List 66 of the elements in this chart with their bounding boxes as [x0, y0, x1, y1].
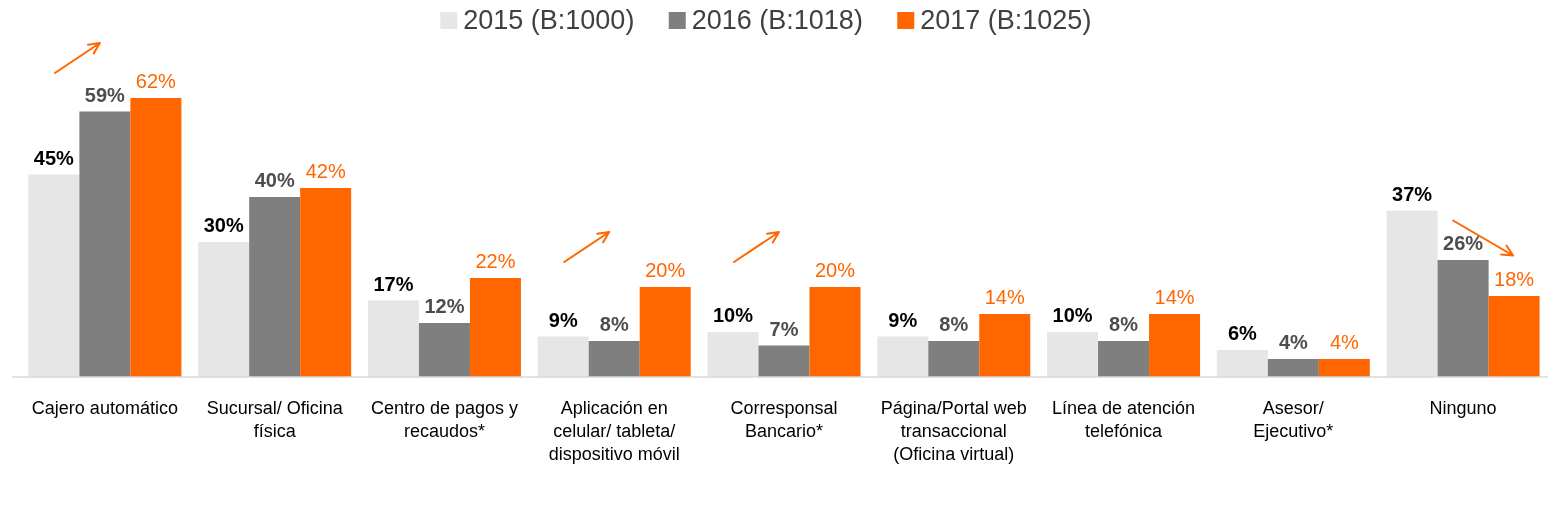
bar	[809, 287, 861, 377]
bar	[1386, 210, 1438, 377]
legend-label: 2015 (B:1000)	[463, 5, 635, 35]
bar	[1149, 314, 1201, 377]
x-tick-label: Ninguno	[1429, 398, 1497, 418]
data-label: 6%	[1227, 322, 1257, 344]
data-label: 30%	[203, 214, 244, 236]
bar	[1437, 260, 1489, 377]
data-label: 9%	[888, 308, 918, 331]
bar	[367, 300, 419, 377]
data-label: 8%	[1109, 313, 1139, 335]
data-label: 14%	[984, 286, 1026, 308]
bar	[707, 332, 759, 377]
data-label: 45%	[33, 146, 75, 169]
x-tick-label: Sucursal/ Oficina física	[206, 398, 344, 441]
data-label: 14%	[1154, 286, 1195, 308]
bar	[1216, 350, 1268, 377]
bar	[469, 278, 521, 377]
data-label: 59%	[84, 83, 126, 106]
x-tick-label: Corresponsal Bancario*	[730, 398, 838, 441]
data-label: 40%	[254, 169, 295, 191]
bar	[928, 341, 980, 377]
bar	[79, 111, 131, 377]
data-label: 8%	[939, 313, 969, 335]
data-label: 4%	[1278, 331, 1308, 353]
bar	[1047, 332, 1099, 377]
data-label: 26%	[1443, 232, 1484, 254]
data-label: 62%	[135, 70, 177, 92]
bar	[588, 341, 640, 377]
bar	[758, 345, 810, 377]
data-label: 10%	[712, 304, 754, 326]
data-label: 10%	[1052, 304, 1093, 326]
bar	[639, 287, 691, 377]
bar	[130, 98, 182, 377]
bar	[1098, 341, 1150, 377]
bar	[1267, 359, 1319, 377]
data-label: 18%	[1494, 268, 1535, 290]
data-label: 9%	[548, 308, 578, 331]
bar	[28, 174, 80, 377]
legend-label: 2017 (B:1025)	[920, 5, 1092, 35]
bar	[1488, 296, 1540, 377]
data-label: 20%	[645, 259, 686, 281]
x-tick-label: Centro de pagos y recaudos*	[370, 398, 518, 441]
x-tick-label: Aplicación en celular/ tableta/ dispositivo móvil	[548, 398, 680, 464]
data-label: 17%	[373, 272, 414, 295]
x-tick-label: Línea de atención telefónica	[1051, 398, 1196, 441]
bar	[198, 242, 250, 377]
data-label: 7%	[769, 317, 799, 340]
x-tick-label: Página/Portal web transaccional (Oficina virtual)	[880, 398, 1027, 464]
data-label: 22%	[475, 250, 516, 272]
bar	[300, 188, 352, 377]
data-label: 42%	[305, 160, 346, 182]
bar	[877, 336, 929, 377]
bar	[979, 314, 1031, 377]
data-label: 20%	[814, 259, 856, 281]
data-label: 12%	[424, 295, 465, 317]
x-tick-label: Asesor/ Ejecutivo*	[1253, 398, 1334, 441]
bar	[1318, 359, 1370, 377]
data-label: 4%	[1329, 331, 1359, 353]
bar	[537, 336, 589, 377]
bar	[249, 197, 301, 377]
legend-label: 2016 (B:1018)	[691, 5, 863, 35]
x-tick-label: Cajero automático	[31, 398, 178, 418]
bar	[418, 323, 470, 377]
data-label: 8%	[599, 313, 629, 335]
data-label: 37%	[1392, 182, 1433, 205]
